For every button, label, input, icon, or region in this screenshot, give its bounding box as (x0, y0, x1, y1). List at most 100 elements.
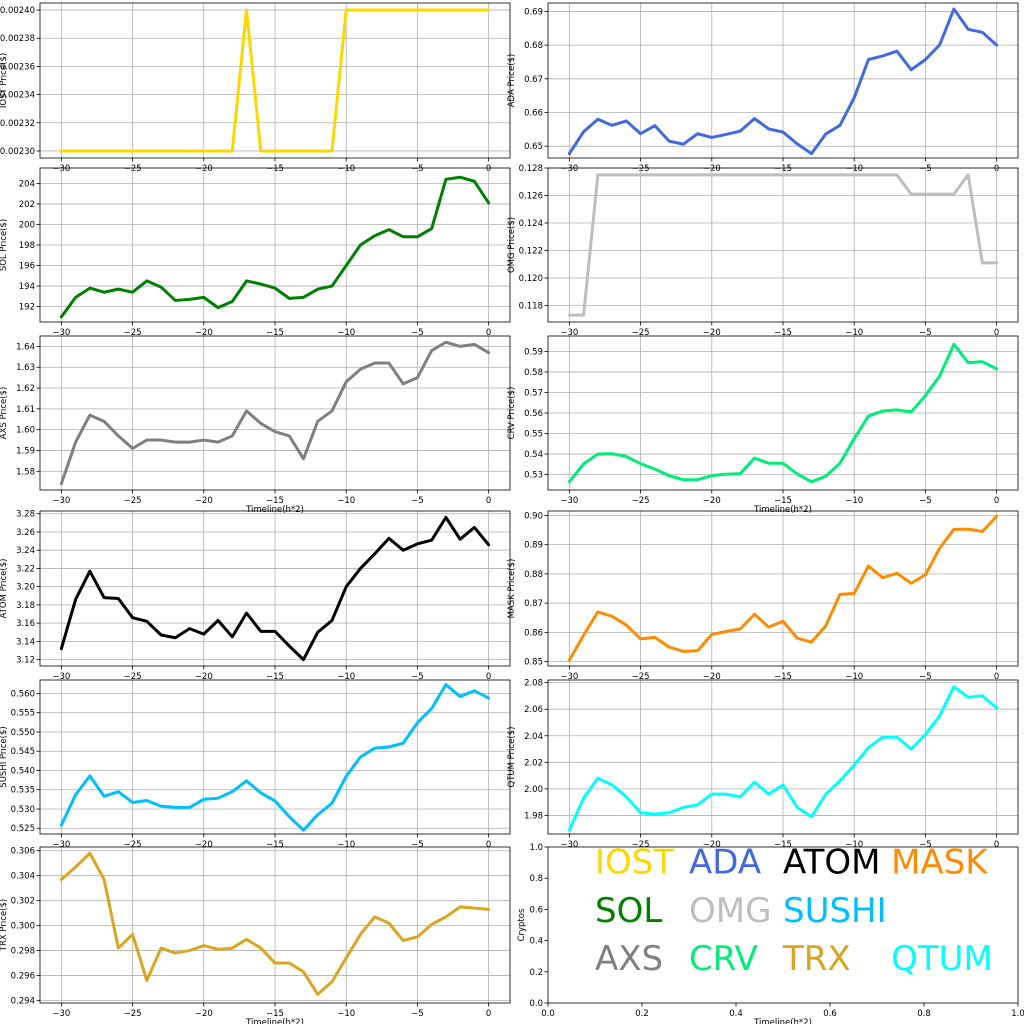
x-tick-label: −10 (337, 496, 355, 506)
y-tick-label: 3.24 (16, 546, 35, 556)
x-tick-label: −10 (845, 496, 863, 506)
y-axis-label: SOL Price($) (0, 219, 9, 271)
legend-label-axs: AXS (595, 939, 663, 979)
y-tick-label: 1.98 (524, 811, 543, 821)
x-tick-label: −5 (411, 672, 424, 682)
series-line (59, 340, 491, 486)
y-tick-label: 0.120 (519, 274, 543, 284)
y-tick-label: 0.302 (11, 897, 35, 907)
x-tick-label: −30 (560, 496, 578, 506)
y-tick-label: 0.294 (11, 997, 35, 1007)
x-tick-label: 0 (994, 840, 999, 850)
y-tick-label: 2.08 (524, 679, 543, 689)
subplot-cryptos: 0.0 0.2 0.4 0.6 0.8 1.0 0.0 0.2 0.4 0.6 0.8 1.0 IOST… (517, 843, 1024, 1024)
x-tick-label: −25 (632, 840, 650, 850)
y-tick-label: 0.00240 (0, 6, 35, 16)
y-tick-label: 1.0 (529, 843, 543, 853)
x-tick-label: −25 (632, 328, 650, 338)
y-tick-label: 0.69 (524, 7, 543, 17)
y-tick-label: 3.14 (16, 637, 35, 647)
series-line (567, 7, 999, 156)
y-tick-label: 1.59 (16, 446, 35, 456)
axes-frame (547, 510, 1019, 667)
x-tick-label: −10 (337, 840, 355, 850)
x-tick-label: 0 (994, 328, 999, 338)
y-axis-label: OMG Price($) (507, 217, 517, 273)
x-tick-label: 0 (486, 1009, 491, 1019)
x-tick-label: −10 (337, 672, 355, 682)
y-tick-label: 0.525 (11, 824, 35, 834)
x-tick-label: −20 (195, 328, 213, 338)
x-tick-label: −5 (411, 328, 424, 338)
y-tick-label: 0.90 (524, 511, 543, 521)
axes-frame (39, 2, 511, 159)
x-axis-label: Timeline(h*2) (753, 505, 812, 515)
y-tick-label: 0.530 (11, 805, 35, 815)
series-line (567, 342, 999, 484)
y-tick-label: 0.535 (11, 786, 35, 796)
series-line (59, 683, 491, 832)
axes-frame (547, 846, 1019, 1004)
y-tick-label: 0.00236 (0, 62, 35, 72)
series-line (567, 173, 999, 317)
legend-label-ada: ADA (689, 843, 761, 883)
subplot-axs: −30 −25 −20 −15 −10 −5 0 1.58 1.59 1.60 1.61 1.62 1.… (0, 335, 511, 515)
y-tick-label: 198 (19, 241, 35, 251)
legend-label-iost: IOST (595, 843, 674, 883)
x-tick-label: 0 (486, 840, 491, 850)
y-tick-label: 0.00232 (0, 119, 35, 129)
x-tick-label: −15 (266, 840, 284, 850)
y-axis-label: SUSHI Price($) (0, 726, 9, 787)
y-axis-label: ADA Price($) (507, 54, 517, 108)
x-tick-label: −25 (124, 672, 142, 682)
x-axis-label: Timeline(h*2) (245, 1018, 304, 1024)
x-tick-label: −30 (52, 1009, 70, 1019)
x-tick-label: −15 (774, 672, 792, 682)
x-tick-label: −20 (703, 672, 721, 682)
y-tick-label: 1.63 (16, 363, 35, 373)
axes-frame (39, 679, 511, 835)
x-tick-label: −20 (195, 496, 213, 506)
x-tick-label: 1.0 (1011, 1009, 1024, 1019)
y-tick-label: 0.54 (524, 450, 543, 460)
y-tick-label: 0.555 (11, 709, 35, 719)
legend-label-sushi: SUSHI (783, 891, 887, 931)
x-tick-label: −15 (266, 672, 284, 682)
series-line (59, 515, 491, 662)
subplot-trx: −30 −25 −20 −15 −10 −5 0 0.294 0.296 0.298 0.300 0.… (0, 846, 511, 1024)
x-axis-label: Timeline(h*2) (245, 505, 304, 515)
y-tick-label: 0.306 (11, 847, 35, 857)
legend-label-trx: TRX (782, 939, 851, 979)
x-tick-label: −25 (124, 328, 142, 338)
axes-frame (547, 679, 1019, 835)
subplot-crv: −30 −25 −20 −15 −10 −5 0 0.53 0.54 0.55 0.56 0.57 0.… (507, 335, 1019, 515)
series-line (59, 851, 491, 996)
x-tick-label: −10 (845, 672, 863, 682)
x-tick-label: −5 (919, 328, 932, 338)
x-tick-label: −25 (124, 496, 142, 506)
x-tick-label: 0 (994, 672, 999, 682)
subplot-atom: −30 −25 −20 −15 −10 −5 0 3.12 3.14 3.16 3.18 3.20 3.… (0, 510, 511, 682)
y-tick-label: 0.545 (11, 747, 35, 757)
y-tick-label: 3.22 (16, 564, 35, 574)
y-tick-label: 0.118 (519, 302, 543, 312)
axes-frame (39, 167, 511, 323)
x-tick-label: 0 (486, 328, 491, 338)
x-tick-label: −15 (266, 496, 284, 506)
x-tick-label: −20 (195, 1009, 213, 1019)
x-tick-label: −10 (337, 328, 355, 338)
y-tick-label: 0.86 (524, 628, 543, 638)
y-tick-label: 0.58 (524, 368, 543, 378)
y-tick-label: 0.4 (529, 937, 543, 947)
y-tick-label: 0.00238 (0, 34, 35, 44)
y-axis-label: QTUM Price($) (507, 727, 517, 788)
legend-label-omg: OMG (689, 891, 771, 931)
y-tick-label: 0.124 (519, 219, 543, 229)
y-tick-label: 3.26 (16, 528, 35, 538)
y-tick-label: 1.64 (16, 342, 35, 352)
x-tick-label: 0 (486, 496, 491, 506)
y-axis-label: ATOM Price($) (0, 559, 9, 619)
subplot-ada: −30−25−20−15−10−500.650.660.670.680.69AD… (507, 2, 1019, 174)
x-tick-label: −30 (560, 328, 578, 338)
subplot-iost: −30−25−20−15−10−500.002300.002320.002340… (0, 2, 511, 174)
